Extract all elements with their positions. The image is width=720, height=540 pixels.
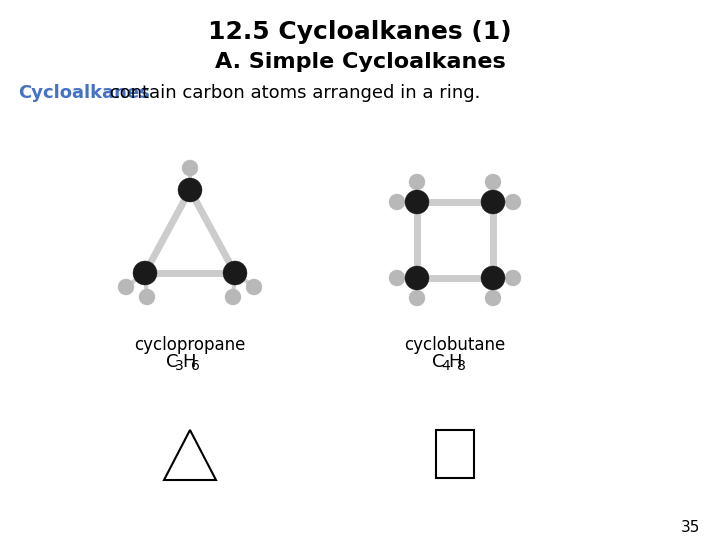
Circle shape (505, 270, 521, 286)
Text: 3: 3 (175, 359, 184, 373)
Circle shape (118, 279, 134, 295)
Text: Cycloalkanes: Cycloalkanes (18, 84, 150, 102)
Text: 6: 6 (191, 359, 200, 373)
Circle shape (178, 178, 202, 202)
Text: 12.5 Cycloalkanes (1): 12.5 Cycloalkanes (1) (208, 20, 512, 44)
Text: 35: 35 (680, 521, 700, 536)
Circle shape (485, 174, 501, 190)
Text: C: C (166, 353, 179, 371)
Text: cyclopropane: cyclopropane (135, 336, 246, 354)
Circle shape (389, 194, 405, 210)
Circle shape (485, 290, 501, 306)
Bar (436, 430, 474, 478)
Circle shape (481, 190, 505, 214)
Circle shape (405, 190, 429, 214)
Circle shape (225, 289, 241, 305)
Circle shape (182, 160, 198, 176)
Circle shape (481, 266, 505, 290)
Circle shape (139, 289, 155, 305)
Text: 8: 8 (457, 359, 466, 373)
Circle shape (505, 194, 521, 210)
Circle shape (389, 270, 405, 286)
Text: 4: 4 (441, 359, 450, 373)
Circle shape (223, 261, 247, 285)
Circle shape (133, 261, 157, 285)
Text: contain carbon atoms arranged in a ring.: contain carbon atoms arranged in a ring. (104, 84, 480, 102)
Text: C: C (432, 353, 444, 371)
Circle shape (405, 266, 429, 290)
Text: H: H (182, 353, 196, 371)
Text: cyclobutane: cyclobutane (405, 336, 505, 354)
Circle shape (246, 279, 262, 295)
Circle shape (409, 290, 425, 306)
Text: A. Simple Cycloalkanes: A. Simple Cycloalkanes (215, 52, 505, 72)
Circle shape (409, 174, 425, 190)
Text: H: H (448, 353, 462, 371)
